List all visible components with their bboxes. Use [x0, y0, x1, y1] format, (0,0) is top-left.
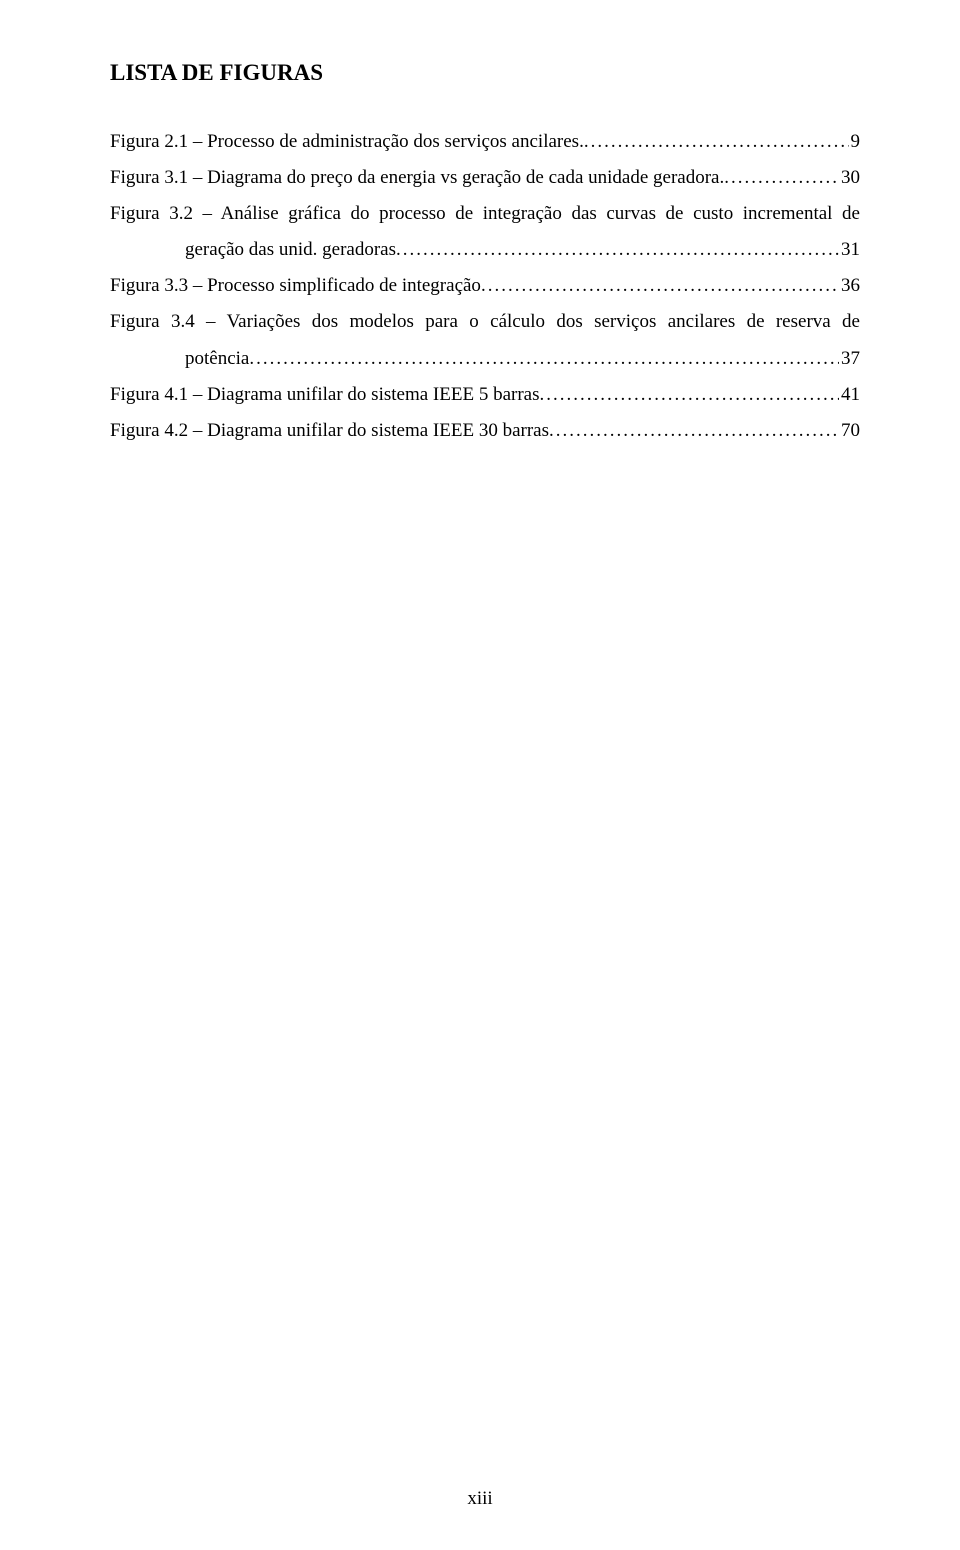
toc-entry-text: Figura 3.1 – Diagrama do preço da energi…: [110, 160, 724, 196]
toc-entry-text: potência: [185, 341, 249, 377]
toc-entry: geração das unid. geradoras 31: [110, 232, 860, 268]
toc-page-number: 36: [839, 268, 860, 304]
toc-page-number: 31: [839, 232, 860, 268]
toc-leader-dots: [396, 232, 839, 268]
toc-entry-text: Figura 4.2 – Diagrama unifilar do sistem…: [110, 413, 549, 449]
page-number-footer: xiii: [0, 1488, 960, 1510]
toc-entry-text: Figura 4.1 – Diagrama unifilar do sistem…: [110, 377, 540, 413]
toc-entry: Figura 4.1 – Diagrama unifilar do sistem…: [110, 377, 860, 413]
toc-leader-dots: [249, 341, 839, 377]
toc-entry-line: Figura 3.2 – Análise gráfica do processo…: [110, 196, 860, 232]
toc-entry: Figura 4.2 – Diagrama unifilar do sistem…: [110, 413, 860, 449]
toc-list: Figura 2.1 – Processo de administração d…: [110, 124, 860, 449]
toc-entry: Figura 2.1 – Processo de administração d…: [110, 124, 860, 160]
toc-page-number: 41: [839, 377, 860, 413]
toc-leader-dots: [481, 268, 839, 304]
toc-entry-text: Figura 2.1 – Processo de administração d…: [110, 124, 584, 160]
toc-entry: Figura 3.1 – Diagrama do preço da energi…: [110, 160, 860, 196]
toc-entry: potência 37: [110, 341, 860, 377]
toc-leader-dots: [584, 124, 849, 160]
toc-page-number: 37: [839, 341, 860, 377]
toc-leader-dots: [549, 413, 839, 449]
toc-page-number: 70: [839, 413, 860, 449]
toc-page-number: 30: [839, 160, 860, 196]
toc-entry-text: Figura 3.3 – Processo simplificado de in…: [110, 268, 481, 304]
toc-page-number: 9: [849, 124, 861, 160]
toc-entry-line: Figura 3.4 – Variações dos modelos para …: [110, 304, 860, 340]
toc-leader-dots: [540, 377, 840, 413]
toc-entry: Figura 3.3 – Processo simplificado de in…: [110, 268, 860, 304]
toc-entry-text: geração das unid. geradoras: [185, 232, 396, 268]
page-title: LISTA DE FIGURAS: [110, 60, 860, 86]
toc-leader-dots: [724, 160, 839, 196]
